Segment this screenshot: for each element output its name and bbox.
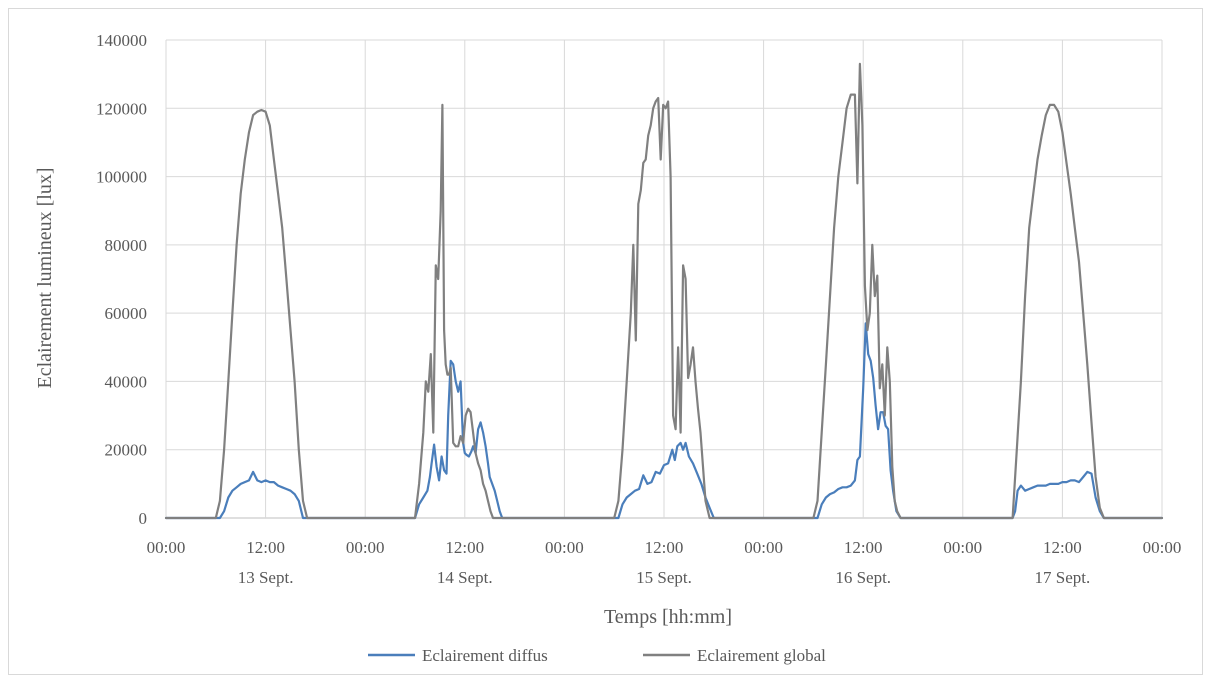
x-tick-label: 00:00 [147,538,186,557]
y-tick-label: 140000 [96,31,147,50]
x-axis-title: Temps [hh:mm] [604,606,732,628]
y-tick-label: 80000 [105,236,148,255]
legend-label-diffus: Eclairement diffus [422,646,548,665]
y-tick-label: 60000 [105,304,148,323]
y-tick-label: 0 [139,509,148,528]
y-axis-title: Eclairement lumineux [lux] [34,167,56,388]
y-tick-label: 120000 [96,99,147,118]
x-tick-label: 00:00 [545,538,584,557]
x-tick-label: 12:00 [445,538,484,557]
day-label: 16 Sept. [835,568,891,587]
legend-label-global: Eclairement global [697,646,826,665]
x-tick-label: 00:00 [346,538,385,557]
x-tick-label: 12:00 [1043,538,1082,557]
legend: Eclairement diffus Eclairement global [368,646,826,665]
grid-layer [166,40,1162,518]
y-tick-label: 100000 [96,168,147,187]
y-tick-label: 40000 [105,372,148,391]
y-tick-label: 20000 [105,441,148,460]
x-tick-label: 00:00 [943,538,982,557]
x-tick-label: 00:00 [744,538,783,557]
day-label: 17 Sept. [1035,568,1091,587]
day-label: 15 Sept. [636,568,692,587]
label-layer: 0 20000 40000 60000 80000 100000 120000 140000 0… [96,31,1181,587]
day-label: 14 Sept. [437,568,493,587]
x-tick-label: 00:00 [1143,538,1182,557]
x-tick-label: 12:00 [246,538,285,557]
x-tick-label: 12:00 [645,538,684,557]
day-label: 13 Sept. [238,568,294,587]
x-tick-label: 12:00 [844,538,883,557]
